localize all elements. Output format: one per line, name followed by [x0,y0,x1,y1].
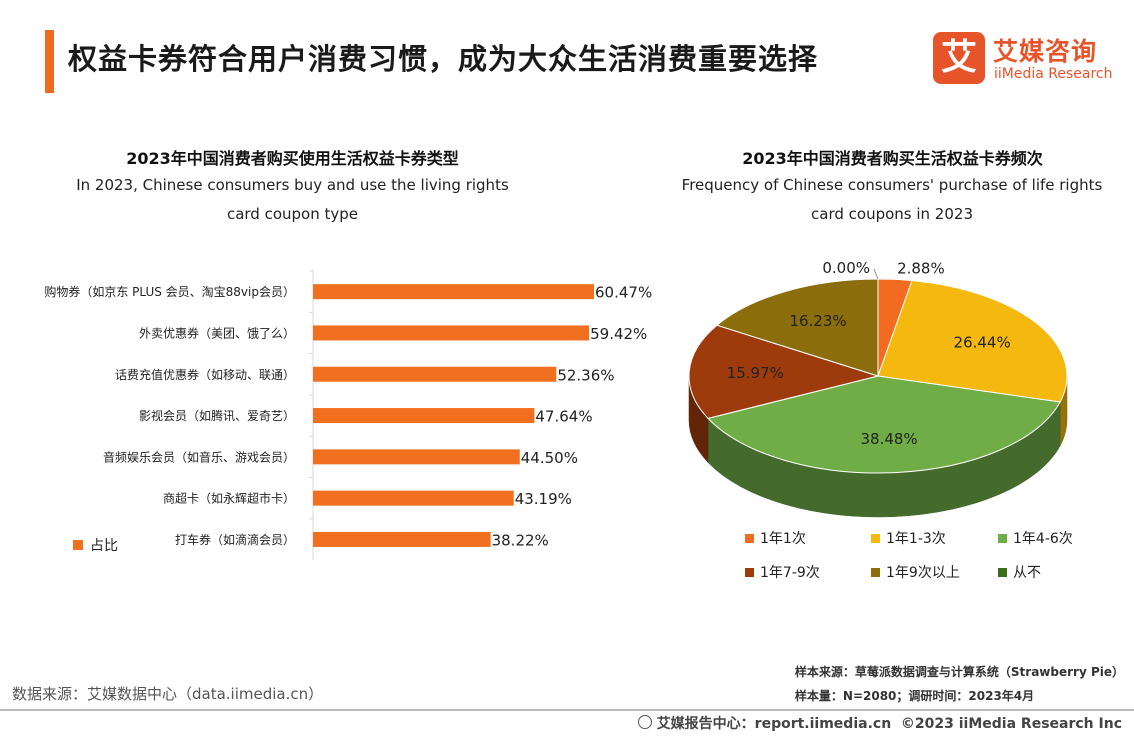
left-chart-subtitle: In 2023, Chinese consumers buy and use t… [70,171,515,229]
pie-leader-line [873,268,879,280]
bar-value-label: 38.22% [492,531,549,549]
pie-legend-item: 1年1次 [745,528,806,548]
bar-category-label: 话费充值优惠券（如移动、联通） [115,367,295,382]
pie-value-label: 15.97% [727,364,784,382]
pie-legend-label: 1年1-3次 [886,531,946,547]
left-chart-subtitle-line2: card coupon type [226,205,359,223]
left-chart-subtitle-line1: In 2023, Chinese consumers buy and use t… [76,176,509,194]
right-chart-title: 2023年中国消费者购买生活权益卡券频次 [742,149,1043,168]
page-title: 权益卡券符合用户消费习惯，成为大众生活消费重要选择 [68,42,819,76]
bar-legend-label: 占比 [90,538,118,554]
globe-icon [637,715,652,729]
sample-info: 样本来源：草莓派数据调查与计算系统（Strawberry Pie） 样本量：N=… [795,660,1124,708]
pie-legend-swatch [998,567,1007,577]
bar-category-label: 音频娱乐会员（如音乐、游戏会员） [103,449,295,464]
pie-slice [877,280,1068,403]
bar [313,449,520,465]
sample-source: 样本来源：草莓派数据调查与计算系统（Strawberry Pie） [794,665,1124,679]
bar-category-label: 购物券（如京东 PLUS 会员、淘宝88vip会员） [44,284,295,299]
iimedia-logo: 艾 艾媒咨询 iiMedia Research [933,30,1118,86]
pie-value-label: 0.00% [822,259,870,277]
bar-category-label: 打车券（如滴滴会员） [175,532,295,547]
bar-value-label: 59.42% [590,325,647,343]
left-chart-title: 2023年中国消费者购买使用生活权益卡券类型 [126,149,459,168]
pie-value-label: 38.48% [860,430,917,448]
pie-legend-item: 1年9次以上 [871,562,960,582]
bar [313,490,514,506]
pie-value-label: 26.44% [954,334,1011,352]
bar-category-label: 影视会员（如腾讯、爱奇艺） [139,408,295,423]
pie-value-label: 16.23% [789,312,846,330]
bar-value-label: 47.64% [535,408,592,426]
footer-divider [0,709,1134,711]
pie-legend-label: 1年1次 [760,531,806,547]
bar-legend: 占比 [73,535,118,555]
bar [313,284,594,300]
pie-legend-swatch [745,533,754,543]
bar-value-label: 52.36% [557,366,614,384]
bar-value-label: 44.50% [521,449,578,467]
pie-legend-item: 1年4-6次 [998,528,1073,548]
pie-legend-label: 从不 [1013,565,1041,581]
bar-value-label: 43.19% [515,490,572,508]
logo-english-name: iiMedia Research [994,66,1113,82]
pie-legend-label: 1年4-6次 [1013,531,1073,547]
pie-legend-swatch [998,533,1007,543]
bar [313,408,535,424]
right-chart-subtitle: Frequency of Chinese consumers' purchase… [672,171,1112,229]
data-source: 数据来源：艾媒数据中心（data.iimedia.cn） [12,685,324,703]
logo-chinese-name: 艾媒咨询 [993,37,1098,66]
pie-legend-item: 从不 [998,562,1041,582]
report-link[interactable]: 艾媒报告中心：report.iimedia.cn [656,716,892,732]
bar-value-label: 60.47% [595,284,652,302]
pie-slice [707,375,1061,474]
bar-legend-swatch [73,540,83,550]
pie-slice [688,324,880,419]
pie-value-label: 2.88% [897,259,945,277]
bar-category-label: 外卖优惠券（美团、饿了么） [139,325,295,340]
logo-mark-icon: 艾 [933,32,985,84]
right-chart-subtitle-line2: card coupons in 2023 [811,205,973,223]
footer: 艾媒报告中心：report.iimedia.cn ©2023 iiMedia R… [637,713,1122,733]
bar [313,325,590,341]
bar-category-label: 商超卡（如永辉超市卡） [163,491,295,506]
pie-legend-swatch [871,533,880,543]
pie-legend-swatch [745,567,754,577]
pie-legend-swatch [871,567,880,577]
pie-legend-item: 1年7-9次 [745,562,820,582]
pie-legend-item: 1年1-3次 [871,528,946,548]
title-accent-bar [45,30,54,93]
sample-size: 样本量：N=2080；调研时间：2023年4月 [794,689,1035,703]
bar [313,531,491,547]
copyright: ©2023 iiMedia Research Inc [900,716,1122,732]
pie-legend-label: 1年9次以上 [886,565,960,581]
pie-legend-label: 1年7-9次 [760,565,820,581]
right-chart-subtitle-line1: Frequency of Chinese consumers' purchase… [681,176,1103,194]
bar [313,366,557,382]
pie-slice [715,278,879,377]
